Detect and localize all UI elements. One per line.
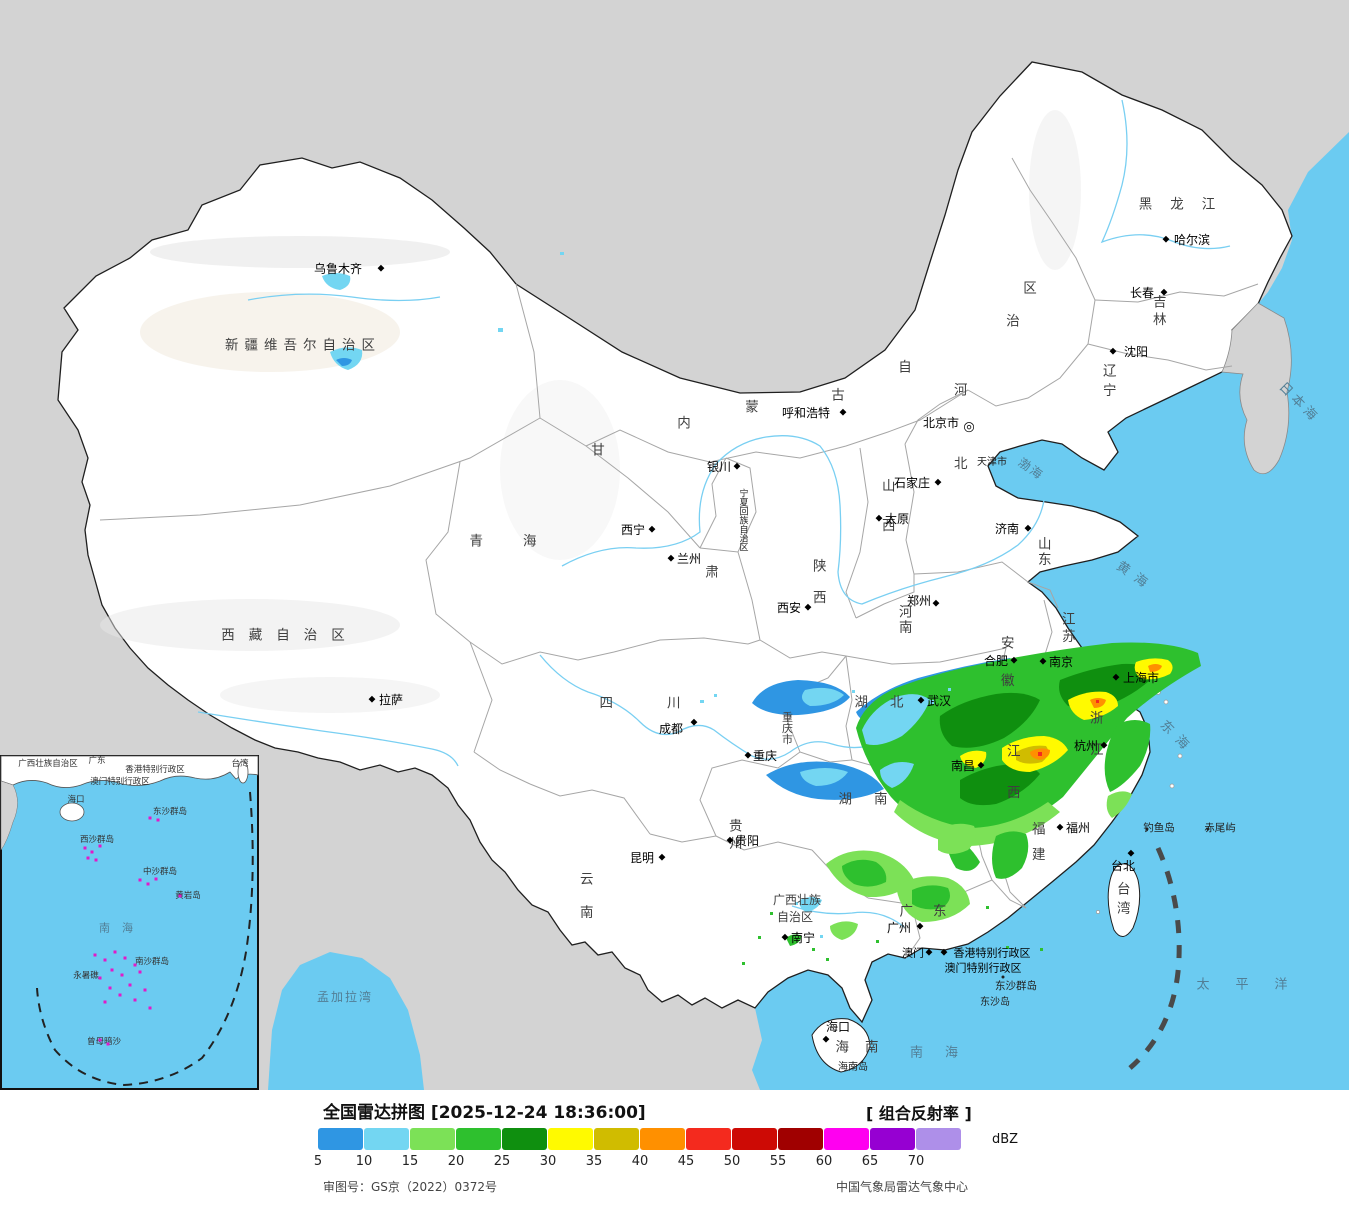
radar-title: 全国雷达拼图 [2025-12-24 18:36:00] — [323, 1103, 646, 1123]
legend-color-15 — [410, 1128, 455, 1150]
yellow-river — [561, 435, 1045, 605]
legend-tick-15: 15 — [401, 1154, 419, 1169]
legend-tick-45: 45 — [677, 1154, 695, 1169]
legend-color-50 — [732, 1128, 777, 1150]
legend-color-10 — [364, 1128, 409, 1150]
product-name: [ 组合反射率 ] — [866, 1104, 972, 1123]
legend-unit: dBZ — [992, 1132, 1019, 1147]
inset-nine-dash-line — [36, 791, 254, 1087]
songhua-river — [1100, 99, 1231, 250]
legend-tick-60: 60 — [815, 1154, 833, 1169]
tarim-river — [247, 293, 441, 302]
legend-color-20 — [456, 1128, 501, 1150]
inset-taiwan — [237, 760, 249, 784]
legend-color-70 — [916, 1128, 961, 1150]
legend-tick-5: 5 — [313, 1154, 323, 1169]
yarlung-river — [197, 711, 459, 767]
map-canvas — [0, 0, 1349, 1090]
korea-peninsula — [1221, 302, 1292, 475]
legend-tick-55: 55 — [769, 1154, 787, 1169]
legend-color-25 — [502, 1128, 547, 1150]
inset-hainan — [59, 802, 85, 822]
china-radar-map: 黑龙江 吉林 辽宁内蒙古自治区新疆维吾尔自治区 西藏自治区 青海甘肃宁夏回族自治区 陕西山… — [0, 0, 1349, 1090]
legend-tick-20: 20 — [447, 1154, 465, 1169]
inset-map — [0, 755, 259, 1090]
legend-color-60 — [824, 1128, 869, 1150]
legend-color-45 — [686, 1128, 731, 1150]
data-source: 中国气象局雷达气象中心 — [836, 1180, 969, 1194]
legend-panel: 全国雷达拼图 [2025-12-24 18:36:00] [ 组合反射率 ] 5… — [0, 1090, 1349, 1208]
legend-tick-10: 10 — [355, 1154, 373, 1169]
hainan-island — [811, 1018, 871, 1073]
legend-color-30 — [548, 1128, 593, 1150]
legend-tick-30: 30 — [539, 1154, 557, 1169]
legend-tick-70: 70 — [907, 1154, 925, 1169]
legend-tick-65: 65 — [861, 1154, 879, 1169]
legend-color-5 — [318, 1128, 363, 1150]
taiwan-island — [1107, 863, 1141, 937]
legend-colorbar — [318, 1128, 962, 1150]
legend-tick-35: 35 — [585, 1154, 603, 1169]
legend-color-65 — [870, 1128, 915, 1150]
nine-dash-line — [1128, 846, 1182, 1070]
legend-color-55 — [778, 1128, 823, 1150]
radar-echoes — [322, 252, 1201, 965]
legend-tick-40: 40 — [631, 1154, 649, 1169]
legend-color-40 — [640, 1128, 685, 1150]
legend-color-35 — [594, 1128, 639, 1150]
sea — [268, 132, 1349, 1090]
map-license-number: 审图号：GS京（2022）0372号 — [323, 1180, 497, 1194]
legend-ticks: 5 10 15 20 25 30 35 40 45 50 55 60 65 70 — [314, 1154, 978, 1170]
legend-tick-50: 50 — [723, 1154, 741, 1169]
legend-tick-25: 25 — [493, 1154, 511, 1169]
